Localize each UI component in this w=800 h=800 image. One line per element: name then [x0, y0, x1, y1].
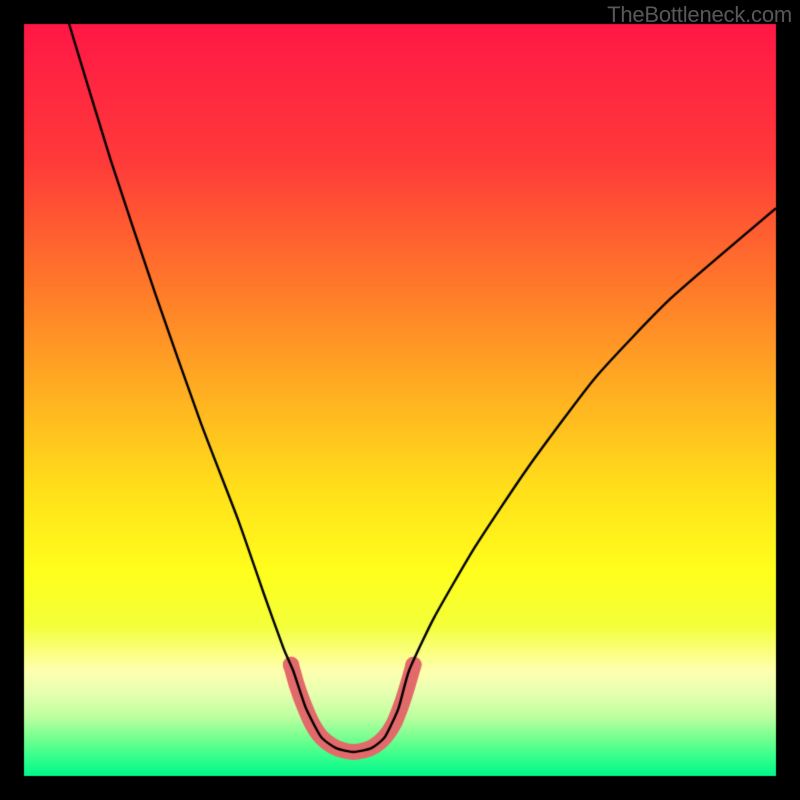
bottleneck-chart-canvas [0, 0, 800, 800]
chart-root: TheBottleneck.com [0, 0, 800, 800]
attribution-label: TheBottleneck.com [607, 2, 792, 28]
